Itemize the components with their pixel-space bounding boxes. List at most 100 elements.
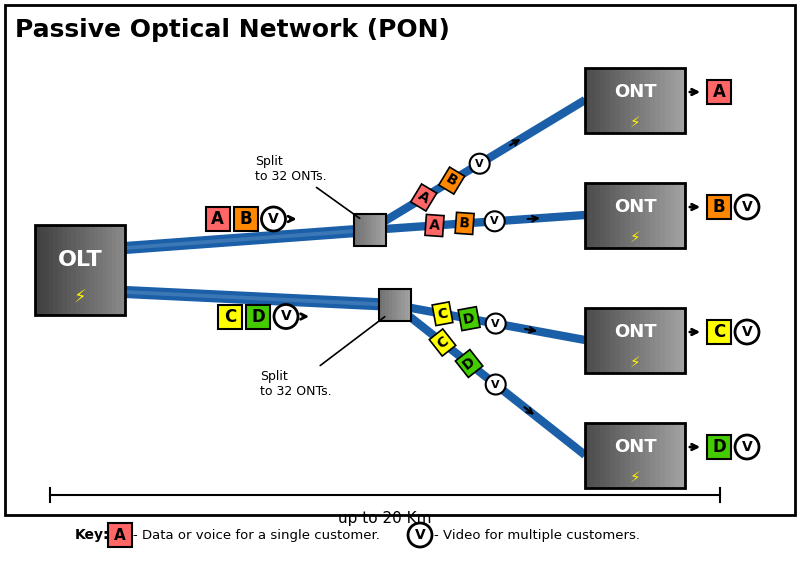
Bar	[610, 308, 615, 373]
Bar	[389, 289, 392, 321]
Bar	[645, 422, 650, 488]
Circle shape	[470, 154, 490, 173]
Text: C: C	[713, 323, 725, 341]
Bar	[625, 182, 630, 248]
Bar	[655, 68, 661, 133]
Bar	[615, 308, 621, 373]
Bar	[116, 225, 121, 315]
Bar	[660, 422, 666, 488]
Circle shape	[274, 304, 298, 328]
FancyBboxPatch shape	[707, 435, 731, 459]
Bar	[379, 289, 382, 321]
Bar	[398, 289, 402, 321]
Text: B: B	[459, 216, 470, 231]
Bar	[620, 308, 626, 373]
Bar	[650, 308, 655, 373]
Bar	[655, 308, 661, 373]
Bar	[585, 308, 685, 373]
Bar	[640, 422, 646, 488]
Bar	[680, 422, 686, 488]
Bar	[39, 225, 45, 315]
Text: Split
to 32 ONTs.: Split to 32 ONTs.	[260, 317, 385, 398]
Bar	[121, 225, 126, 315]
Bar	[640, 308, 646, 373]
FancyBboxPatch shape	[234, 207, 258, 231]
Bar	[615, 182, 621, 248]
Bar	[89, 225, 94, 315]
Bar	[98, 225, 103, 315]
Circle shape	[486, 314, 506, 333]
Bar	[600, 182, 606, 248]
Bar	[382, 289, 386, 321]
Bar	[620, 422, 626, 488]
Bar	[585, 308, 590, 373]
Bar	[354, 214, 386, 246]
Bar	[408, 289, 411, 321]
Text: ⚡: ⚡	[630, 230, 640, 245]
Text: ONT: ONT	[614, 83, 656, 101]
Text: V: V	[475, 159, 484, 169]
Bar	[650, 68, 655, 133]
Text: V: V	[414, 528, 426, 542]
FancyBboxPatch shape	[246, 304, 270, 328]
Text: B: B	[443, 172, 460, 189]
Bar	[75, 225, 81, 315]
Text: OLT: OLT	[58, 250, 102, 270]
Bar	[605, 308, 610, 373]
Bar	[35, 225, 125, 315]
FancyBboxPatch shape	[707, 80, 731, 104]
Bar	[85, 225, 90, 315]
Text: ONT: ONT	[614, 438, 656, 456]
Text: D: D	[462, 311, 476, 326]
Bar	[585, 68, 590, 133]
Bar	[605, 68, 610, 133]
Bar	[354, 214, 358, 246]
Bar	[625, 422, 630, 488]
Bar	[111, 225, 117, 315]
Bar	[379, 289, 411, 321]
Text: V: V	[742, 325, 752, 339]
Bar	[650, 422, 655, 488]
Bar	[665, 422, 670, 488]
Bar	[80, 225, 85, 315]
Circle shape	[735, 435, 759, 459]
Bar	[665, 68, 670, 133]
Bar	[635, 68, 641, 133]
Text: V: V	[268, 212, 279, 226]
Bar	[675, 308, 681, 373]
Bar	[402, 289, 405, 321]
Text: C: C	[434, 334, 451, 351]
Bar	[625, 68, 630, 133]
Bar	[645, 68, 650, 133]
Text: - Video for multiple customers.: - Video for multiple customers.	[434, 529, 640, 541]
Text: - Data or voice for a single customer.: - Data or voice for a single customer.	[133, 529, 380, 541]
Text: ⚡: ⚡	[630, 470, 640, 485]
Bar	[645, 308, 650, 373]
Bar	[66, 225, 71, 315]
Bar	[590, 68, 595, 133]
Bar	[600, 422, 606, 488]
Text: B: B	[239, 210, 252, 228]
Text: ⚡: ⚡	[74, 289, 86, 307]
Text: V: V	[742, 440, 752, 454]
Text: A: A	[415, 189, 432, 206]
Bar	[640, 68, 646, 133]
Bar	[670, 308, 675, 373]
Bar	[630, 308, 635, 373]
Bar	[640, 182, 646, 248]
Bar	[610, 422, 615, 488]
Bar	[665, 308, 670, 373]
Text: A: A	[429, 218, 440, 233]
Text: ONT: ONT	[614, 323, 656, 341]
Bar	[665, 182, 670, 248]
Bar	[373, 214, 377, 246]
Bar	[605, 422, 610, 488]
Bar	[595, 182, 601, 248]
Bar	[635, 422, 641, 488]
Text: C: C	[224, 308, 236, 325]
Bar	[600, 68, 606, 133]
Bar	[670, 68, 675, 133]
Bar	[360, 214, 364, 246]
Bar	[380, 214, 383, 246]
Bar	[625, 308, 630, 373]
